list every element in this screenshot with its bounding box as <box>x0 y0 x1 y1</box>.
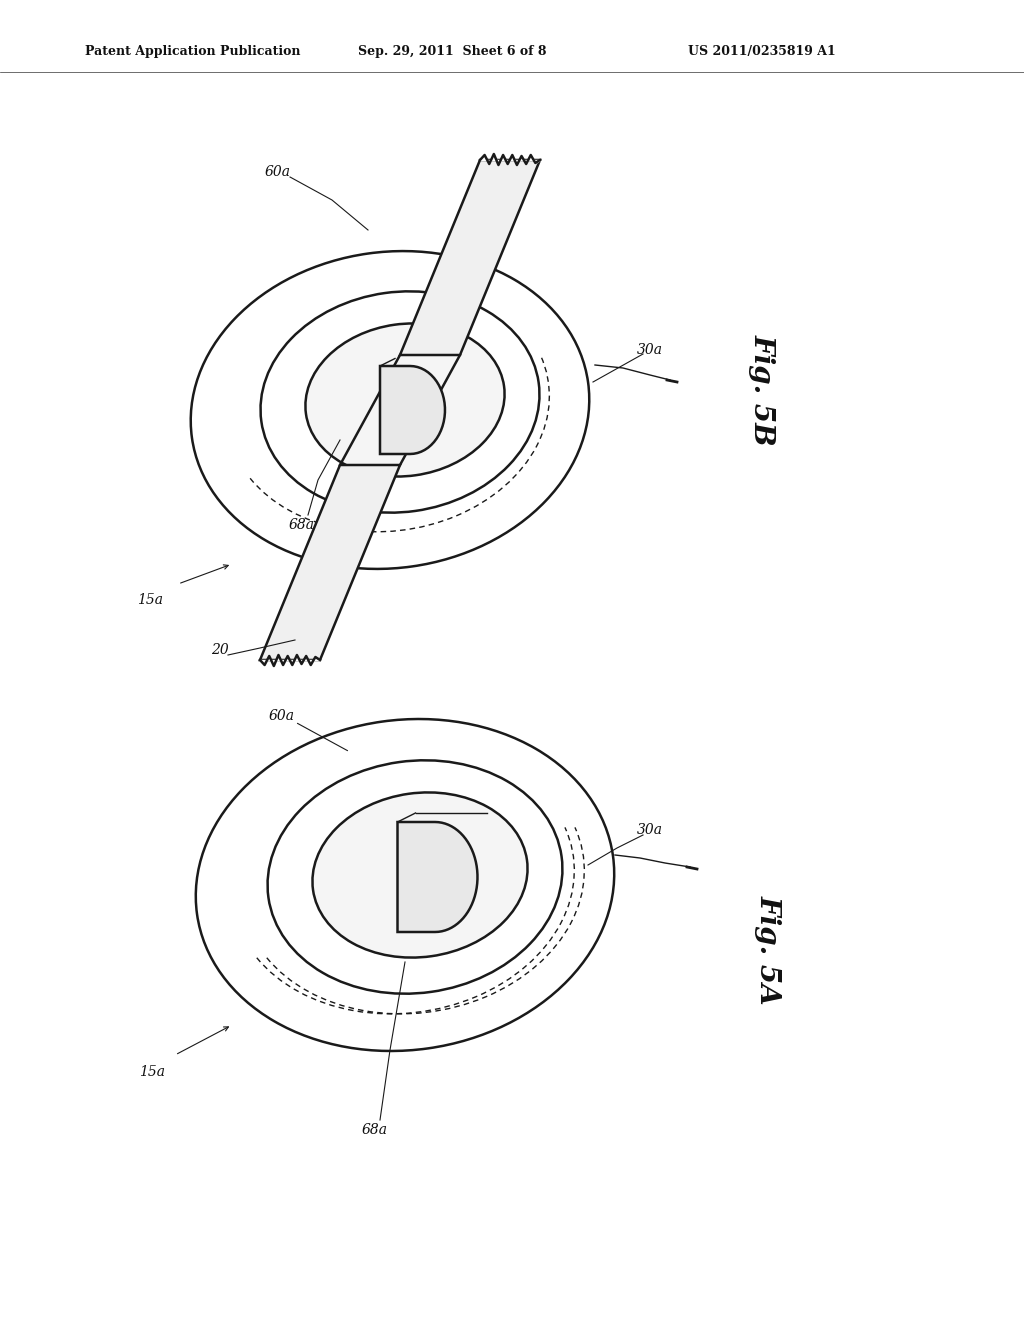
Ellipse shape <box>267 760 562 994</box>
Text: Patent Application Publication: Patent Application Publication <box>85 45 300 58</box>
Text: 68a: 68a <box>289 517 315 532</box>
Text: Fig. 5A: Fig. 5A <box>755 895 781 1005</box>
Ellipse shape <box>312 792 527 957</box>
Ellipse shape <box>190 251 589 569</box>
Polygon shape <box>397 822 477 932</box>
Text: 15a: 15a <box>139 1065 165 1078</box>
Text: 68a: 68a <box>362 1123 388 1137</box>
Polygon shape <box>400 160 540 355</box>
Ellipse shape <box>305 323 505 477</box>
Text: 20: 20 <box>211 643 229 657</box>
Ellipse shape <box>260 292 540 512</box>
Text: Sep. 29, 2011  Sheet 6 of 8: Sep. 29, 2011 Sheet 6 of 8 <box>358 45 547 58</box>
Polygon shape <box>260 465 400 660</box>
Polygon shape <box>380 366 445 454</box>
Ellipse shape <box>196 719 614 1051</box>
Text: 30a: 30a <box>637 822 663 837</box>
Text: US 2011/0235819 A1: US 2011/0235819 A1 <box>688 45 836 58</box>
Text: 60a: 60a <box>265 165 291 180</box>
Text: 15a: 15a <box>137 593 163 607</box>
Text: 30a: 30a <box>637 343 663 356</box>
Text: 60a: 60a <box>269 709 295 723</box>
Text: Fig. 5B: Fig. 5B <box>749 334 775 446</box>
